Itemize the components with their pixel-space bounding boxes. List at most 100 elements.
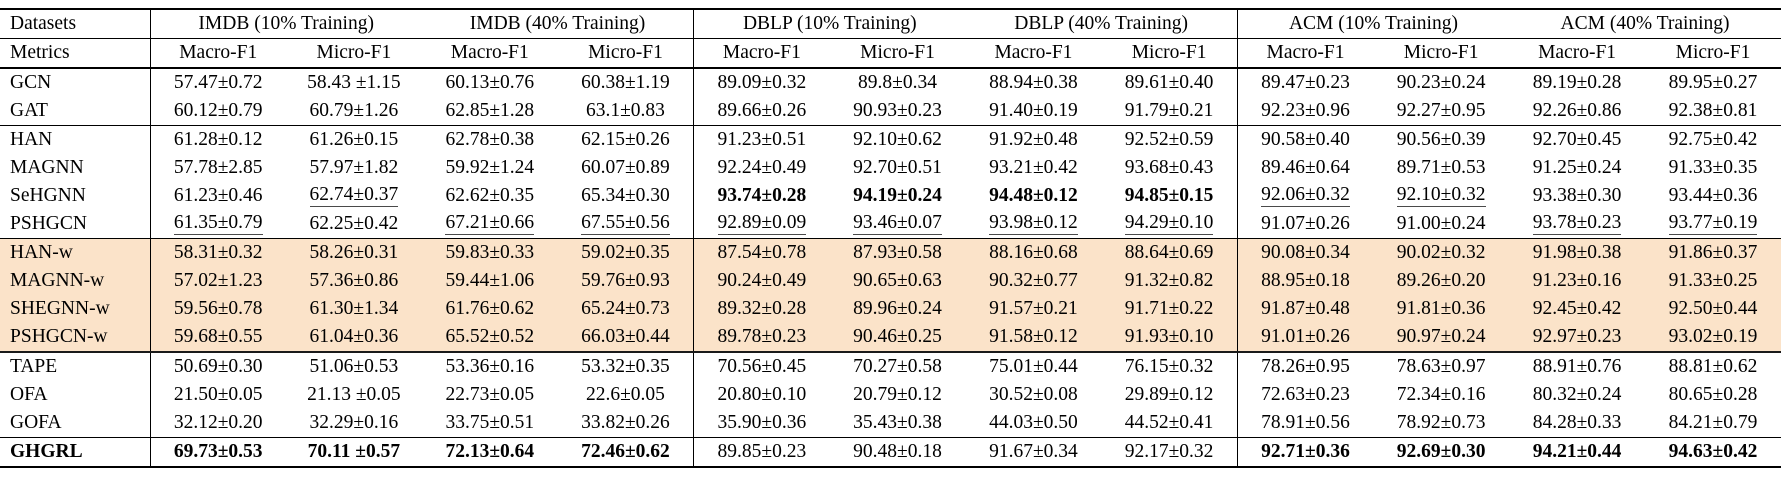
score-value: 90.23±0.24 — [1396, 71, 1486, 93]
score-value: 84.21±0.79 — [1668, 411, 1758, 433]
table-cell: 91.33±0.25 — [1645, 267, 1781, 295]
score-value: 94.29±0.10 — [1124, 212, 1214, 236]
table-cell: 94.21±0.44 — [1509, 438, 1645, 468]
table-cell: 78.92±0.73 — [1373, 409, 1510, 438]
score-value: 70.11 ±0.57 — [307, 440, 401, 462]
score-value: 91.71±0.22 — [1124, 297, 1214, 319]
score-value: 62.85±1.28 — [445, 99, 535, 121]
score-value: 29.89±0.12 — [1124, 383, 1214, 405]
table-cell: 60.38±1.19 — [557, 68, 695, 97]
table-cell: 91.23±0.51 — [694, 126, 830, 155]
table-cell: 89.85±0.23 — [694, 438, 830, 468]
table-cell: 62.74±0.37 — [286, 182, 422, 210]
table-cell: 87.93±0.58 — [830, 239, 966, 268]
score-value: 92.97±0.23 — [1532, 325, 1622, 347]
score-value: 88.16±0.68 — [989, 241, 1078, 263]
table-cell: 89.47±0.23 — [1237, 68, 1373, 97]
score-value: 20.79±0.12 — [853, 383, 942, 405]
table-cell: 60.13±0.76 — [422, 68, 558, 97]
score-value: 90.58±0.40 — [1261, 128, 1350, 150]
score-value: 21.13 ±0.05 — [307, 383, 401, 405]
table-cell: 58.31±0.32 — [150, 239, 286, 268]
table-cell: 72.63±0.23 — [1237, 381, 1373, 409]
score-value: 90.32±0.77 — [989, 269, 1078, 291]
table-cell: 70.56±0.45 — [694, 352, 830, 381]
score-value: 91.98±0.38 — [1532, 241, 1622, 263]
table-cell: 72.13±0.64 — [422, 438, 558, 468]
metric-header: Macro-F1 — [965, 38, 1102, 69]
score-value: 89.85±0.23 — [717, 440, 807, 462]
table-cell: 70.11 ±0.57 — [286, 438, 422, 468]
table-cell: 91.57±0.21 — [965, 295, 1101, 323]
score-value: 89.47±0.23 — [1261, 71, 1350, 93]
table-cell: 90.48±0.18 — [830, 438, 966, 468]
table-cell: 62.15±0.26 — [557, 125, 695, 154]
table-cell: 92.23±0.96 — [1237, 97, 1374, 126]
table-cell: 93.77±0.19 — [1645, 210, 1781, 239]
table-row: GHGRL 69.73±0.53 70.11 ±0.57 72.13±0.64 72.4… — [0, 437, 1781, 468]
row-label: PSHGCN-w — [0, 323, 151, 353]
score-value: 87.54±0.78 — [717, 241, 807, 263]
score-value: 94.85±0.15 — [1124, 184, 1214, 206]
score-value: 91.57±0.21 — [989, 297, 1078, 319]
table-cell: 91.98±0.38 — [1509, 239, 1645, 268]
table-cell: 59.44±1.06 — [422, 267, 558, 295]
table-cell: 61.28±0.12 — [150, 126, 286, 155]
row-label: SeHGNN — [0, 182, 151, 210]
table-cell: 92.27±0.95 — [1373, 97, 1510, 126]
table-cell: 65.52±0.52 — [421, 323, 558, 353]
score-value: 66.03±0.44 — [581, 325, 670, 347]
table-cell: 88.81±0.62 — [1645, 352, 1781, 381]
score-value: 93.02±0.19 — [1668, 325, 1758, 347]
table-cell: 92.45±0.42 — [1509, 295, 1645, 323]
table-cell: 76.15±0.32 — [1101, 352, 1238, 381]
score-value: 87.93±0.58 — [853, 241, 942, 263]
score-value: 61.04±0.36 — [309, 325, 399, 347]
score-value: 51.06±0.53 — [309, 355, 399, 377]
table-row: TAPE 50.69±0.30 51.06±0.53 53.36±0.16 53.32±… — [0, 352, 1781, 381]
table-cell: 91.25±0.24 — [1509, 154, 1645, 182]
table-cell: 91.71±0.22 — [1101, 295, 1238, 323]
table-cell: 91.79±0.21 — [1101, 97, 1238, 126]
table-cell: 89.32±0.28 — [694, 295, 830, 323]
table-cell: 92.52±0.59 — [1101, 125, 1238, 154]
table-cell: 78.26±0.95 — [1237, 352, 1373, 381]
score-value: 92.70±0.51 — [853, 156, 942, 178]
table-cell: 21.50±0.05 — [150, 381, 286, 409]
row-label: PSHGCN — [0, 210, 151, 239]
score-value: 89.96±0.24 — [853, 297, 942, 319]
score-value: 91.81±0.36 — [1396, 297, 1486, 319]
table-cell: 32.12±0.20 — [150, 409, 286, 438]
score-value: 62.15±0.26 — [581, 128, 670, 150]
table-cell: 93.38±0.30 — [1509, 182, 1645, 210]
table-cell: 91.93±0.10 — [1101, 323, 1238, 353]
score-value: 32.29±0.16 — [309, 411, 399, 433]
table-cell: 60.79±1.26 — [285, 97, 422, 126]
score-value: 93.21±0.42 — [989, 156, 1078, 178]
score-value: 80.65±0.28 — [1668, 383, 1758, 405]
table-cell: 30.52±0.08 — [965, 381, 1101, 409]
table-cell: 89.26±0.20 — [1373, 267, 1509, 295]
table-cell: 60.12±0.79 — [150, 97, 286, 126]
score-value: 89.95±0.27 — [1668, 71, 1758, 93]
table-cell: 80.65±0.28 — [1645, 381, 1781, 409]
table-cell: 32.29±0.16 — [285, 409, 422, 438]
score-value: 57.02±1.23 — [173, 269, 263, 291]
score-value: 91.67±0.34 — [989, 440, 1078, 462]
score-value: 60.12±0.79 — [173, 99, 263, 121]
metric-header: Micro-F1 — [1373, 38, 1510, 69]
score-value: 57.36±0.86 — [309, 269, 399, 291]
table-cell: 94.63±0.42 — [1645, 438, 1781, 468]
table-cell: 66.03±0.44 — [557, 323, 695, 353]
score-value: 91.32±0.82 — [1124, 269, 1214, 291]
table-cell: 89.8±0.34 — [830, 68, 966, 97]
score-value: 78.63±0.97 — [1396, 355, 1486, 377]
table-cell: 93.74±0.28 — [694, 182, 830, 210]
row-label: OFA — [0, 381, 151, 409]
table-cell: 61.04±0.36 — [285, 323, 422, 353]
metric-header: Macro-F1 — [693, 38, 830, 69]
score-value: 67.21±0.66 — [445, 212, 535, 236]
row-label: SHEGNN-w — [0, 295, 151, 323]
score-value: 94.63±0.42 — [1668, 440, 1758, 462]
